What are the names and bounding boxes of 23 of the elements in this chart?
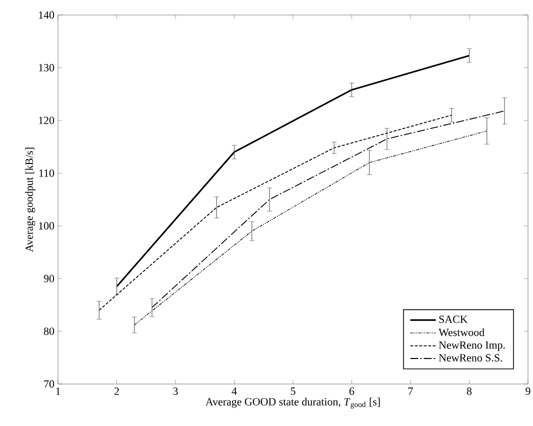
y-tick-label: 140 (39, 11, 54, 19)
x-tick-label: 2 (114, 388, 119, 395)
y-tick-label: 70 (44, 380, 54, 388)
x-tick-label: 7 (408, 388, 413, 395)
y-tick-label: 90 (44, 274, 54, 282)
legend-label: NewReno Imp. (438, 341, 505, 351)
legend-label: SACK (439, 316, 468, 324)
y-axis-title: Average goodput [kB/s] (25, 148, 36, 252)
x-tick-label: 4 (232, 388, 237, 395)
x-tick-label: 9 (526, 388, 530, 395)
y-tick-label: 80 (44, 328, 54, 335)
x-tick-label: 8 (466, 388, 472, 395)
x-tick-label: 3 (173, 388, 178, 395)
legend-label: NewReno S.S. (438, 354, 502, 362)
x-tick-label: 1 (56, 388, 60, 395)
x-tick-label: 6 (349, 388, 354, 395)
legend-label: Westwood (438, 328, 484, 336)
x-tick-label: 5 (290, 388, 296, 395)
y-tick-label: 100 (39, 222, 54, 230)
y-tick-label: 110 (39, 169, 54, 177)
x-axis-title: Average GOOD state duration, T$_{good}$ [s] (206, 398, 380, 409)
y-tick-label: 130 (39, 64, 54, 72)
y-tick-label: 120 (39, 116, 54, 124)
